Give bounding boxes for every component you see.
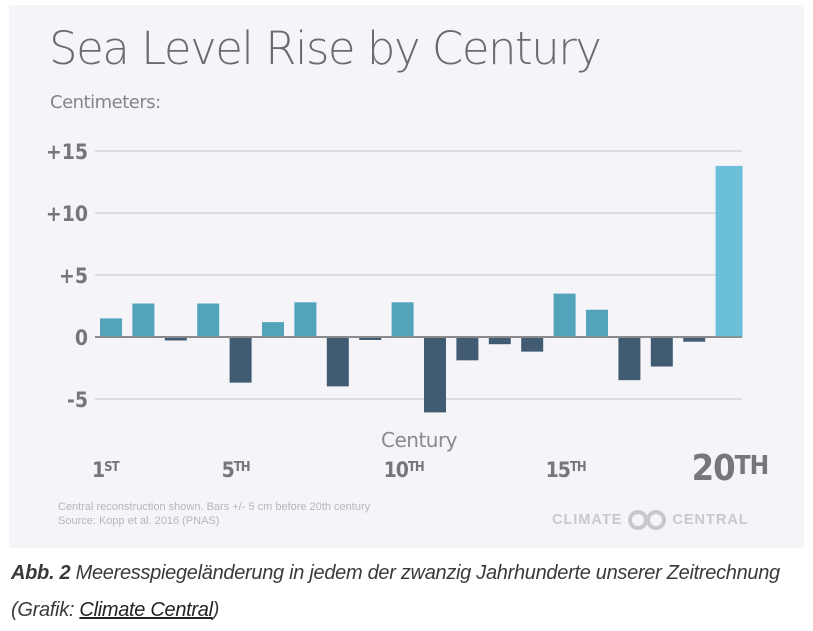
- bar-11th: [424, 338, 446, 413]
- bar-20th: [715, 165, 743, 337]
- chart-panel: [9, 5, 804, 548]
- bar-1st: [100, 318, 122, 337]
- x-tick-label: 1ST: [92, 458, 120, 482]
- climate-central-logo: CLIMATE CENTRAL: [552, 509, 749, 531]
- brand-right: CENTRAL: [672, 512, 749, 528]
- x-axis-label: Century: [381, 428, 458, 452]
- y-tick-label: +10: [46, 202, 88, 226]
- caption-close: ): [212, 599, 220, 621]
- bar-7th: [294, 302, 317, 337]
- y-axis-label: Centimeters:: [50, 92, 161, 113]
- bar-4th: [197, 303, 220, 337]
- caption-label: Abb. 2: [11, 562, 71, 584]
- bar-16th: [586, 309, 608, 337]
- bar-15th: [553, 293, 576, 337]
- footnote-line: Central reconstruction shown. Bars +/- 5…: [58, 501, 371, 513]
- bar-6th: [262, 322, 284, 337]
- caption-text: Meeresspiegeländerung in jedem der zwanz…: [11, 562, 780, 621]
- bar-14th: [521, 338, 544, 352]
- footnote: Central reconstruction shown. Bars +/- 5…: [58, 500, 370, 528]
- x-tick-label: 15TH: [546, 458, 586, 482]
- source-line: Source: Kopp et al. 2016 (PNAS): [58, 515, 220, 527]
- x-tick-label: 20TH: [692, 448, 769, 489]
- bar-19th: [683, 338, 706, 342]
- y-tick-label: -5: [67, 388, 88, 412]
- x-tick-label: 5TH: [222, 458, 250, 482]
- x-tick-label: 10TH: [384, 458, 424, 482]
- bar-3rd: [164, 338, 187, 341]
- bar-2nd: [132, 303, 155, 337]
- y-tick-label: 0: [75, 326, 88, 350]
- bar-5th: [229, 338, 252, 383]
- climate-central-link[interactable]: Climate Central: [79, 599, 213, 621]
- bar-9th: [359, 338, 382, 340]
- bar-17th: [618, 338, 641, 381]
- chart-title: Sea Level Rise by Century: [49, 22, 602, 75]
- bar-10th: [391, 302, 414, 337]
- bar-12th: [456, 338, 479, 361]
- bar-8th: [326, 338, 349, 387]
- bar-13th: [488, 338, 511, 345]
- y-tick-label: +15: [46, 140, 88, 164]
- bar-18th: [650, 338, 673, 367]
- brand-left: CLIMATE: [552, 512, 623, 528]
- y-tick-label: +5: [59, 264, 88, 288]
- rings-icon: [626, 509, 668, 531]
- figure-caption: Abb. 2 Meeresspiegeländerung in jedem de…: [11, 555, 801, 629]
